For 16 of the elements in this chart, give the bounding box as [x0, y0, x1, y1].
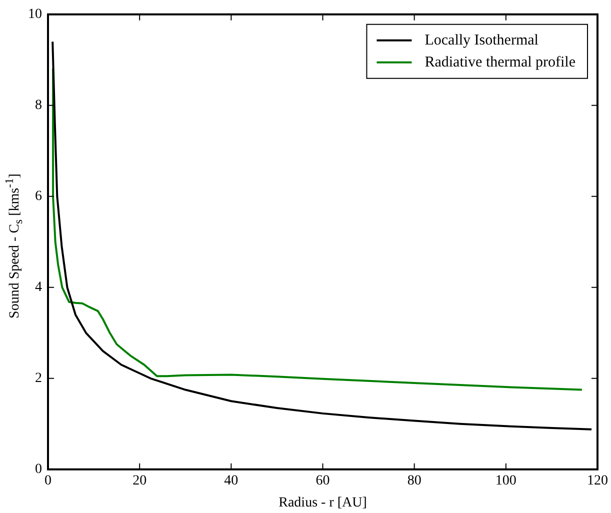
- legend-label: Radiative thermal profile: [424, 54, 576, 70]
- y-tick-label: 0: [35, 462, 42, 478]
- x-tick-label: 80: [407, 473, 422, 488]
- y-tick-label: 2: [35, 371, 42, 386]
- legend-label: Locally Isothermal: [424, 32, 538, 48]
- y-tick-label: 4: [35, 280, 42, 296]
- x-tick-label: 20: [132, 473, 147, 488]
- x-tick-label: 60: [316, 473, 330, 488]
- x-axis-title: Radius - r [AU]: [278, 495, 367, 510]
- x-tick-label: 40: [224, 473, 238, 488]
- x-tick-label: 100: [495, 473, 516, 488]
- x-tick-label: 0: [44, 473, 52, 488]
- y-tick-label: 6: [35, 189, 42, 204]
- x-tick-label: 120: [587, 473, 608, 488]
- y-tick-label: 10: [28, 7, 42, 22]
- y-tick-label: 8: [35, 98, 42, 114]
